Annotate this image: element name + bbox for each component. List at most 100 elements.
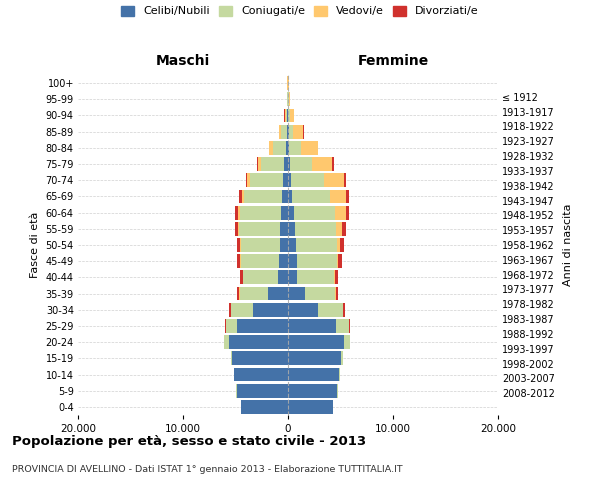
Bar: [342, 222, 346, 235]
Bar: [335, 270, 338, 284]
Bar: [293, 206, 335, 220]
Bar: [239, 206, 281, 220]
Bar: [281, 206, 288, 220]
Bar: [258, 157, 261, 171]
Bar: [242, 190, 244, 203]
Bar: [247, 174, 250, 187]
Bar: [240, 286, 268, 300]
Bar: [244, 270, 278, 284]
Bar: [232, 303, 253, 316]
Bar: [288, 303, 319, 316]
Bar: [288, 384, 337, 398]
Bar: [341, 352, 343, 365]
Bar: [334, 270, 335, 284]
Bar: [295, 222, 335, 235]
Bar: [288, 222, 295, 235]
Bar: [229, 303, 231, 316]
Bar: [301, 141, 318, 154]
Bar: [336, 286, 338, 300]
Bar: [226, 319, 236, 333]
Bar: [257, 157, 258, 171]
Bar: [297, 270, 334, 284]
Bar: [287, 125, 288, 138]
Bar: [288, 238, 296, 252]
Bar: [289, 125, 293, 138]
Bar: [312, 157, 332, 171]
Bar: [250, 174, 283, 187]
Bar: [236, 384, 288, 398]
Bar: [237, 254, 240, 268]
Bar: [292, 190, 330, 203]
Bar: [290, 108, 294, 122]
Bar: [286, 141, 288, 154]
Bar: [229, 336, 288, 349]
Bar: [291, 174, 324, 187]
Bar: [238, 206, 240, 220]
Bar: [244, 190, 282, 203]
Bar: [240, 270, 243, 284]
Bar: [239, 190, 242, 203]
Bar: [281, 125, 287, 138]
Bar: [338, 254, 342, 268]
Y-axis label: Anni di nascita: Anni di nascita: [563, 204, 574, 286]
Bar: [278, 270, 288, 284]
Bar: [241, 400, 288, 414]
Bar: [288, 254, 296, 268]
Bar: [240, 238, 241, 252]
Text: Maschi: Maschi: [156, 54, 210, 68]
Bar: [288, 270, 297, 284]
Bar: [288, 141, 289, 154]
Bar: [231, 352, 232, 365]
Bar: [268, 286, 288, 300]
Bar: [290, 157, 312, 171]
Bar: [289, 92, 290, 106]
Bar: [241, 238, 280, 252]
Bar: [293, 125, 303, 138]
Bar: [282, 190, 288, 203]
Bar: [343, 303, 344, 316]
Text: Femmine: Femmine: [358, 54, 428, 68]
Bar: [284, 157, 288, 171]
Bar: [283, 174, 288, 187]
Bar: [288, 125, 289, 138]
Bar: [340, 238, 344, 252]
Bar: [235, 222, 238, 235]
Bar: [245, 174, 247, 187]
Bar: [335, 286, 336, 300]
Legend: Celibi/Nubili, Coniugati/e, Vedovi/e, Divorziati/e: Celibi/Nubili, Coniugati/e, Vedovi/e, Di…: [121, 6, 479, 16]
Bar: [346, 190, 349, 203]
Bar: [346, 206, 349, 220]
Bar: [288, 400, 333, 414]
Bar: [344, 174, 346, 187]
Bar: [239, 222, 280, 235]
Bar: [286, 108, 287, 122]
Bar: [280, 222, 288, 235]
Bar: [337, 238, 340, 252]
Bar: [335, 222, 342, 235]
Bar: [288, 206, 293, 220]
Bar: [253, 303, 288, 316]
Bar: [337, 254, 338, 268]
Bar: [288, 352, 341, 365]
Bar: [296, 238, 337, 252]
Text: Popolazione per età, sesso e stato civile - 2013: Popolazione per età, sesso e stato civil…: [12, 435, 366, 448]
Bar: [318, 141, 319, 154]
Bar: [324, 174, 344, 187]
Bar: [284, 108, 286, 122]
Bar: [269, 141, 272, 154]
Bar: [344, 336, 350, 349]
Bar: [237, 238, 240, 252]
Bar: [330, 190, 346, 203]
Bar: [261, 157, 284, 171]
Bar: [349, 319, 350, 333]
Bar: [288, 336, 344, 349]
Bar: [289, 108, 290, 122]
Bar: [287, 108, 288, 122]
Bar: [235, 206, 238, 220]
Bar: [288, 157, 290, 171]
Bar: [296, 254, 337, 268]
Bar: [279, 125, 281, 138]
Y-axis label: Fasce di età: Fasce di età: [30, 212, 40, 278]
Bar: [235, 368, 288, 382]
Bar: [272, 141, 286, 154]
